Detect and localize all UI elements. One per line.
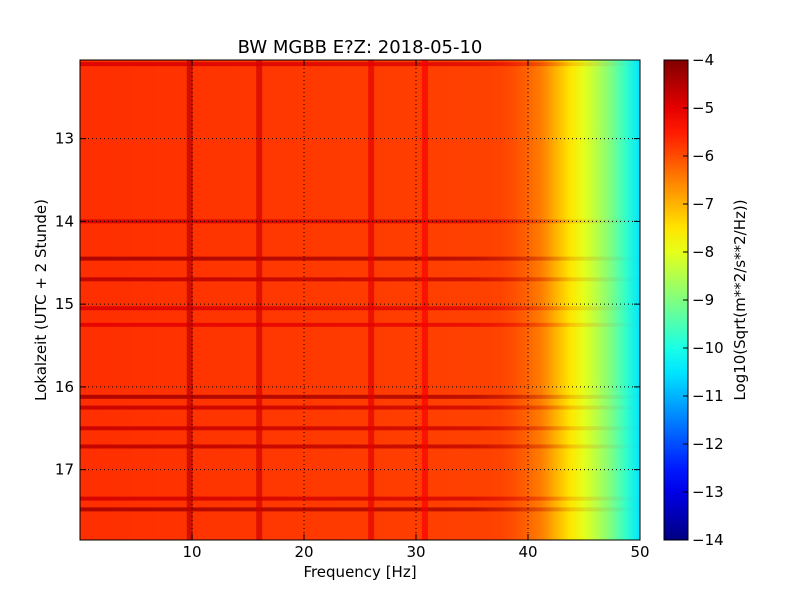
colorbar-tick-label: −9 xyxy=(692,291,714,309)
chart-title: BW MGBB E?Z: 2018-05-10 xyxy=(238,37,483,58)
spectrogram-line xyxy=(256,60,263,540)
spectrogram-band xyxy=(80,496,640,501)
spectrogram-line xyxy=(368,60,375,540)
y-tick-label: 16 xyxy=(55,378,74,396)
spectrogram-band xyxy=(80,426,640,431)
spectrogram-band xyxy=(80,444,640,449)
plot-area xyxy=(80,60,640,540)
plot-frame xyxy=(79,59,641,541)
x-tick-label: 40 xyxy=(518,543,537,561)
x-axis: 10 20 30 40 50 xyxy=(182,60,650,561)
y-tick-label: 15 xyxy=(55,295,74,313)
spectrogram-line xyxy=(186,60,193,540)
colorbar-tick-label: −11 xyxy=(692,387,724,405)
y-tick-label: 14 xyxy=(55,212,74,230)
colorbar-tick-label: −7 xyxy=(692,195,714,213)
spectrogram-band xyxy=(80,306,640,311)
y-axis: 13 14 15 16 17 xyxy=(55,130,640,479)
spectrogram-band xyxy=(80,405,640,410)
x-tick-label: 10 xyxy=(182,543,201,561)
colorbar: −4 −5 −6 −7 −8 −9 −10 −11 −12 −13 −14 Log10(Sqrt(m… xyxy=(663,51,749,549)
spectrogram-band xyxy=(80,394,640,399)
spectrogram-band xyxy=(80,62,640,67)
x-axis-label: Frequency [Hz] xyxy=(303,563,416,581)
spectrogram-features xyxy=(80,60,640,540)
colorbar-tick-label: −6 xyxy=(692,147,714,165)
x-tick-label: 50 xyxy=(630,543,649,561)
y-tick-label: 13 xyxy=(55,130,74,148)
x-tick-label: 20 xyxy=(294,543,313,561)
colorbar-tick-label: −5 xyxy=(692,99,714,117)
grid-lines xyxy=(80,60,640,540)
colorbar-tick-label: −14 xyxy=(692,531,724,549)
colorbar-tick-label: −12 xyxy=(692,435,724,453)
y-tick-label: 17 xyxy=(55,461,74,479)
spectrogram-band xyxy=(80,507,640,512)
spectrogram-line xyxy=(421,60,428,540)
spectrogram-band xyxy=(80,256,640,261)
colorbar-tick-label: −13 xyxy=(692,483,724,501)
colorbar-ticks: −4 −5 −6 −7 −8 −9 −10 −11 −12 −13 −14 xyxy=(683,51,724,549)
spectrogram-band xyxy=(80,277,640,282)
x-tick-label: 30 xyxy=(406,543,425,561)
colorbar-tick-label: −8 xyxy=(692,243,714,261)
colorbar-tick-label: −4 xyxy=(692,51,714,69)
spectrogram-background xyxy=(80,60,640,540)
colorbar-label: Log10(Sqrt(m**2/s**2/Hz)) xyxy=(731,199,749,400)
spectrogram-band xyxy=(80,322,640,327)
y-axis-label: Lokalzeit (UTC + 2 Stunde) xyxy=(32,199,50,401)
colorbar-tick-label: −10 xyxy=(692,339,724,357)
